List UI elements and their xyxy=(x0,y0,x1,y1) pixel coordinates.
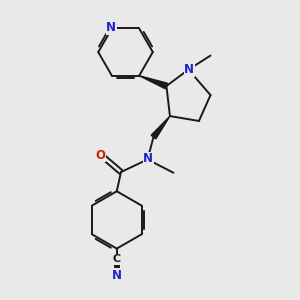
Text: O: O xyxy=(96,149,106,162)
Text: N: N xyxy=(184,63,194,76)
Text: C: C xyxy=(113,254,121,264)
Text: N: N xyxy=(106,21,116,34)
Text: N: N xyxy=(112,269,122,282)
Text: N: N xyxy=(143,152,153,165)
Polygon shape xyxy=(151,116,170,139)
Polygon shape xyxy=(139,76,167,89)
